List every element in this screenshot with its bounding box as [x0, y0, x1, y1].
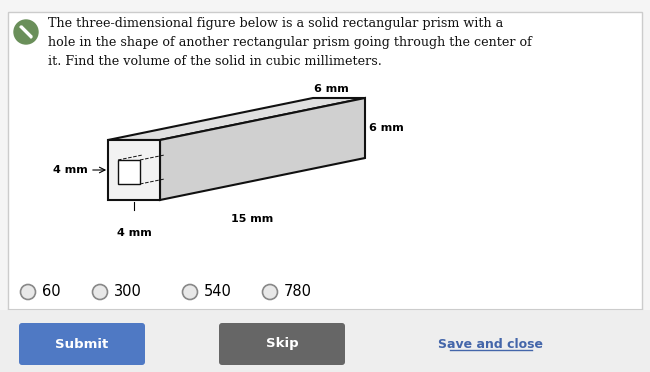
Text: 300: 300	[114, 285, 142, 299]
Text: 780: 780	[284, 285, 312, 299]
Polygon shape	[108, 140, 160, 200]
Circle shape	[92, 285, 107, 299]
Text: 4 mm: 4 mm	[116, 228, 151, 238]
FancyBboxPatch shape	[19, 323, 145, 365]
Text: Skip: Skip	[266, 337, 298, 350]
Text: Save and close: Save and close	[437, 337, 543, 350]
Text: it. Find the volume of the solid in cubic millimeters.: it. Find the volume of the solid in cubi…	[48, 55, 382, 68]
Polygon shape	[160, 98, 365, 200]
Text: 6 mm: 6 mm	[313, 84, 348, 94]
Polygon shape	[118, 160, 140, 184]
Text: 15 mm: 15 mm	[231, 214, 274, 224]
Circle shape	[21, 285, 36, 299]
Text: 4 mm: 4 mm	[53, 165, 88, 175]
Bar	[0, 310, 650, 372]
Circle shape	[263, 285, 278, 299]
Text: 60: 60	[42, 285, 60, 299]
Polygon shape	[108, 98, 365, 140]
Text: 540: 540	[204, 285, 232, 299]
Circle shape	[14, 20, 38, 44]
Text: The three-dimensional figure below is a solid rectangular prism with a: The three-dimensional figure below is a …	[48, 17, 503, 30]
Text: hole in the shape of another rectangular prism going through the center of: hole in the shape of another rectangular…	[48, 36, 532, 49]
Text: Submit: Submit	[55, 337, 109, 350]
Text: 6 mm: 6 mm	[369, 123, 404, 133]
Circle shape	[183, 285, 198, 299]
FancyBboxPatch shape	[219, 323, 345, 365]
FancyBboxPatch shape	[8, 12, 642, 310]
